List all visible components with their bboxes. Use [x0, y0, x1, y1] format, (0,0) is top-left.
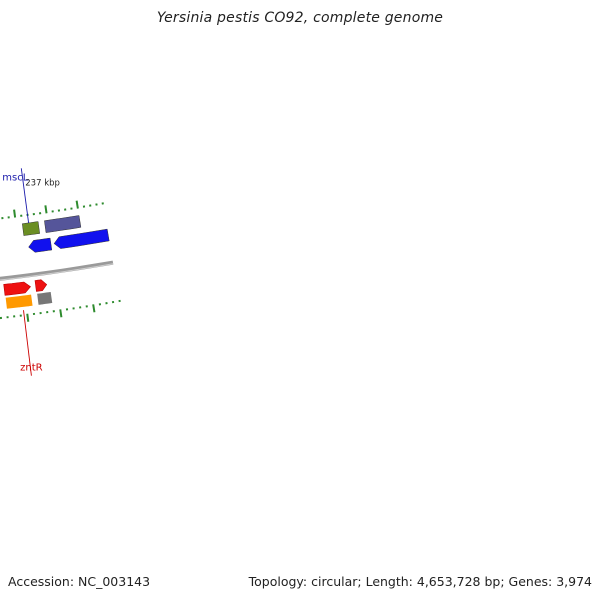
kbp-tick-label: 237 kbp — [25, 179, 60, 189]
feature-segment[interactable] — [4, 293, 34, 310]
cds-arrow[interactable] — [34, 279, 48, 292]
minus-strand-band — [22, 215, 110, 253]
gene-leader-line — [23, 310, 32, 376]
minus-feature[interactable] — [28, 237, 53, 253]
minus-feature[interactable] — [53, 228, 110, 249]
top-tick-row — [0, 299, 121, 322]
minus-feature[interactable] — [22, 221, 40, 236]
genome-summary: Topology: circular; Length: 4,653,728 bp… — [248, 574, 592, 589]
tick-mark — [26, 313, 30, 322]
accession-label: Accession: NC_003143 — [8, 574, 151, 589]
gene-labels: 228 kbp229 kbp230 kbp231 kbp232 kbp233 k… — [2, 168, 60, 376]
feature-band-upper — [4, 291, 54, 310]
tick-mark — [44, 205, 48, 214]
tick-mark — [13, 209, 17, 218]
cds-arrow[interactable] — [3, 281, 31, 296]
map-title: Yersinia pestis CO92, complete genome — [156, 10, 444, 26]
tick-mark — [59, 309, 63, 318]
tick-mark — [75, 200, 79, 209]
tick-mark — [92, 304, 96, 313]
bottom-tick-row — [1, 200, 104, 220]
gene-leader-line — [20, 168, 30, 223]
cds-band — [3, 279, 48, 296]
feature-segment[interactable] — [36, 291, 54, 306]
minus-feature[interactable] — [44, 215, 82, 233]
gene-label[interactable]: zntR — [20, 363, 43, 374]
gene-label[interactable]: mscL — [2, 172, 28, 183]
